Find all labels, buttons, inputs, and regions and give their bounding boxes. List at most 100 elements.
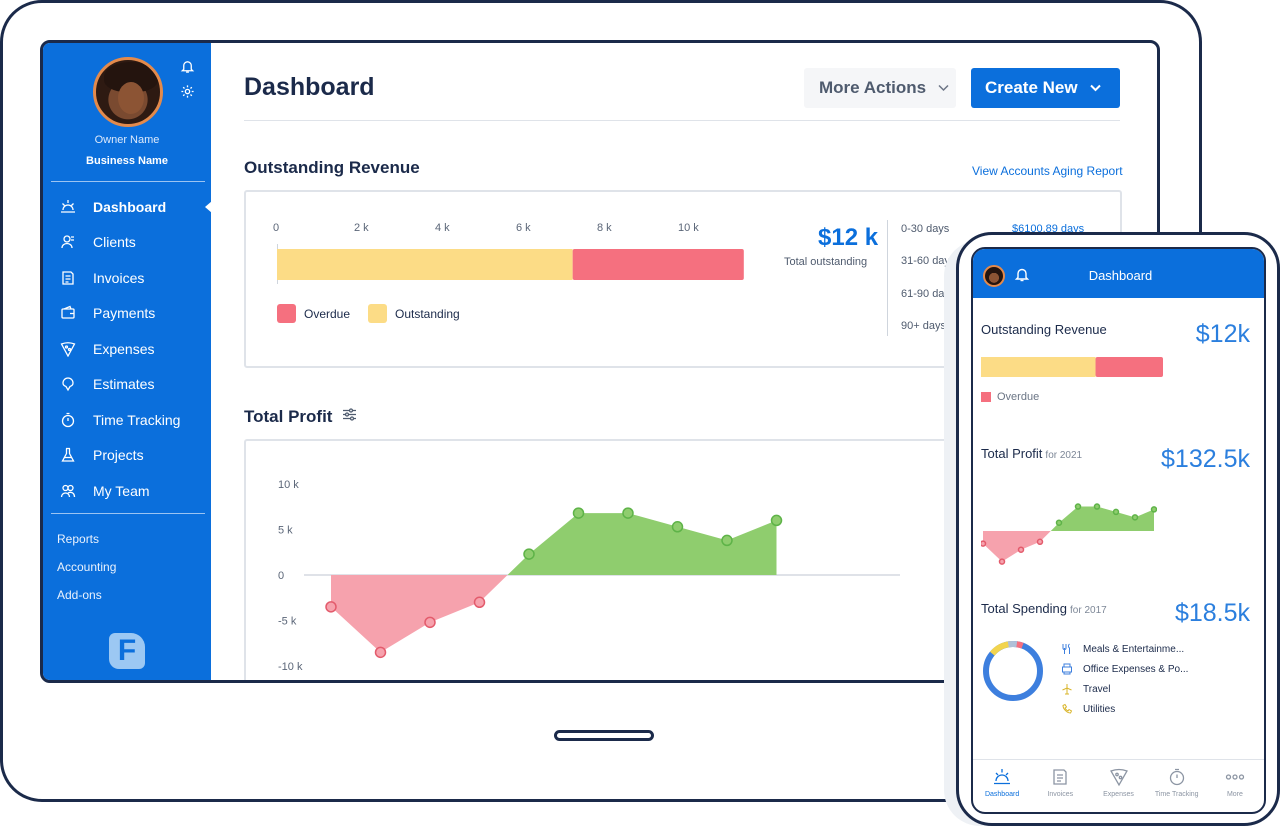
spending-category: Office Expenses & Po... (1061, 663, 1188, 675)
tab-label: Time Tracking (1154, 791, 1199, 798)
sidebar-item-label: My Team (93, 482, 150, 499)
phone-frame: Dashboard Outstanding Revenue $12k Overd… (956, 232, 1280, 826)
phone-revenue-bar (981, 357, 1163, 377)
spending-category: Utilities (1061, 703, 1115, 715)
phone-tab-expenses[interactable]: Expenses (1089, 760, 1147, 812)
sidebar-item-estimates[interactable]: Estimates (43, 367, 211, 403)
profit-data-point[interactable] (1036, 538, 1044, 546)
profit-y-tick-label: -5 k (278, 616, 297, 628)
create-new-button[interactable]: Create New (971, 68, 1120, 108)
phone-profit-title: Total Profit (981, 446, 1043, 461)
sidebar-item-invoices[interactable]: Invoices (43, 260, 211, 296)
profit-y-tick-label: -10 k (278, 661, 303, 673)
estimate-icon (59, 375, 77, 393)
profit-data-point[interactable] (325, 601, 337, 613)
profit-data-point[interactable] (1150, 506, 1157, 513)
stopwatch-icon (1169, 768, 1184, 786)
total-outstanding-label: Total outstanding (784, 256, 868, 268)
legend-label: Overdue (304, 306, 351, 321)
tab-label: Dashboard (984, 791, 1020, 798)
profit-data-point[interactable] (1055, 519, 1063, 526)
profit-area-negative (331, 575, 508, 653)
sidebar-item-label: Projects (93, 447, 144, 464)
outstanding-revenue-title: Outstanding Revenue (244, 158, 420, 177)
tablet-home-indicator (554, 730, 654, 741)
sidebar-link-accounting[interactable]: Accounting (57, 560, 117, 574)
bar-segment-overdue[interactable] (572, 249, 744, 280)
avatar[interactable] (983, 265, 1005, 287)
profit-data-point[interactable] (1074, 503, 1082, 510)
profit-data-point[interactable] (770, 514, 783, 527)
sidebar-link-add-ons[interactable]: Add-ons (57, 588, 102, 602)
bell-icon[interactable] (1014, 266, 1030, 283)
revenue-tick-label: 2 k (354, 222, 369, 234)
sliders-icon[interactable] (342, 407, 357, 422)
sidebar-item-payments[interactable]: Payments (43, 296, 211, 332)
profit-data-point[interactable] (473, 596, 486, 609)
phone-spending-title: Total Spending (981, 601, 1068, 616)
avatar[interactable] (93, 57, 163, 127)
phone-spending-year: for 2017 (1070, 605, 1107, 616)
profit-data-point[interactable] (622, 507, 634, 519)
sidebar-item-clients[interactable]: Clients (43, 225, 211, 261)
sidebar-item-time-tracking[interactable]: Time Tracking (43, 402, 211, 438)
phone-profit-chart (981, 503, 1157, 565)
sidebar-item-projects[interactable]: Projects (43, 438, 211, 474)
profit-data-point[interactable] (998, 558, 1006, 565)
phone-header: Dashboard (973, 249, 1264, 298)
revenue-tick-label: 0 (273, 222, 280, 234)
donut-segment-travel (983, 641, 1043, 701)
phone-bar-segment-overdue (1095, 357, 1163, 377)
phone-tab-more[interactable]: More (1206, 760, 1264, 812)
profit-y-tick-label: 0 (278, 570, 284, 582)
phone-tab-time-tracking[interactable]: Time Tracking (1148, 760, 1206, 812)
legend-overdue: Overdue (277, 304, 350, 323)
profit-data-point[interactable] (721, 534, 733, 547)
bell-icon[interactable] (180, 59, 195, 74)
more-actions-button[interactable]: More Actions (804, 68, 956, 108)
bar-segment-outstanding[interactable] (277, 249, 573, 280)
chevron-down-icon (1089, 84, 1101, 92)
phone-spending-label: Total Spending for 2017 (981, 601, 1107, 616)
profit-data-point[interactable] (1017, 546, 1025, 553)
profit-data-point[interactable] (374, 646, 387, 659)
profit-data-point[interactable] (424, 616, 436, 629)
phone-tab-invoices[interactable]: Invoices (1031, 760, 1089, 812)
phone-tab-dashboard[interactable]: Dashboard (973, 760, 1031, 812)
profit-data-point[interactable] (981, 540, 987, 547)
more-icon (1225, 774, 1245, 780)
category-label: Meals & Entertainme... (1083, 643, 1185, 655)
profit-data-point[interactable] (1112, 508, 1120, 516)
sidebar-item-my-team[interactable]: My Team (43, 473, 211, 509)
aging-label: 90+ days (901, 320, 946, 332)
sidebar-divider (51, 181, 205, 182)
profit-data-point[interactable] (1093, 503, 1101, 510)
profit-data-point[interactable] (1131, 514, 1139, 521)
profit-data-point[interactable] (671, 521, 684, 533)
profit-y-tick-label: 10 k (278, 479, 299, 491)
spending-category: Travel (1061, 683, 1110, 695)
phone-title: Dashboard (1088, 268, 1153, 283)
sidebar-icons (180, 59, 195, 99)
profit-chart: 10 k 5 k 0 -5 k -10 k (278, 479, 900, 673)
wallet-icon (59, 304, 77, 322)
sidebar: Owner Name Business Name Dashboard Clien… (43, 43, 212, 680)
revenue-tick-label: 4 k (435, 222, 450, 234)
profit-data-point[interactable] (572, 507, 585, 519)
profit-area-positive (507, 513, 777, 575)
category-label: Office Expenses & Po... (1083, 663, 1189, 675)
gear-icon[interactable] (180, 84, 195, 99)
freshbooks-logo: F (109, 633, 145, 669)
sidebar-link-reports[interactable]: Reports (57, 532, 100, 546)
accounts-aging-link[interactable]: View Accounts Aging Report (972, 164, 1123, 178)
sidebar-item-expenses[interactable]: Expenses (43, 331, 211, 367)
sidebar-item-label: Estimates (93, 376, 155, 393)
sidebar-item-label: Invoices (93, 269, 145, 286)
profit-data-point[interactable] (523, 548, 535, 560)
sidebar-item-label: Time Tracking (93, 411, 181, 428)
phone-screen: Dashboard Outstanding Revenue $12k Overd… (971, 247, 1266, 814)
aging-label: 31-60 days (901, 255, 956, 267)
revenue-tick-label: 8 k (597, 222, 612, 234)
donut-segment-office (983, 641, 1043, 701)
sidebar-item-dashboard[interactable]: Dashboard (43, 189, 212, 225)
